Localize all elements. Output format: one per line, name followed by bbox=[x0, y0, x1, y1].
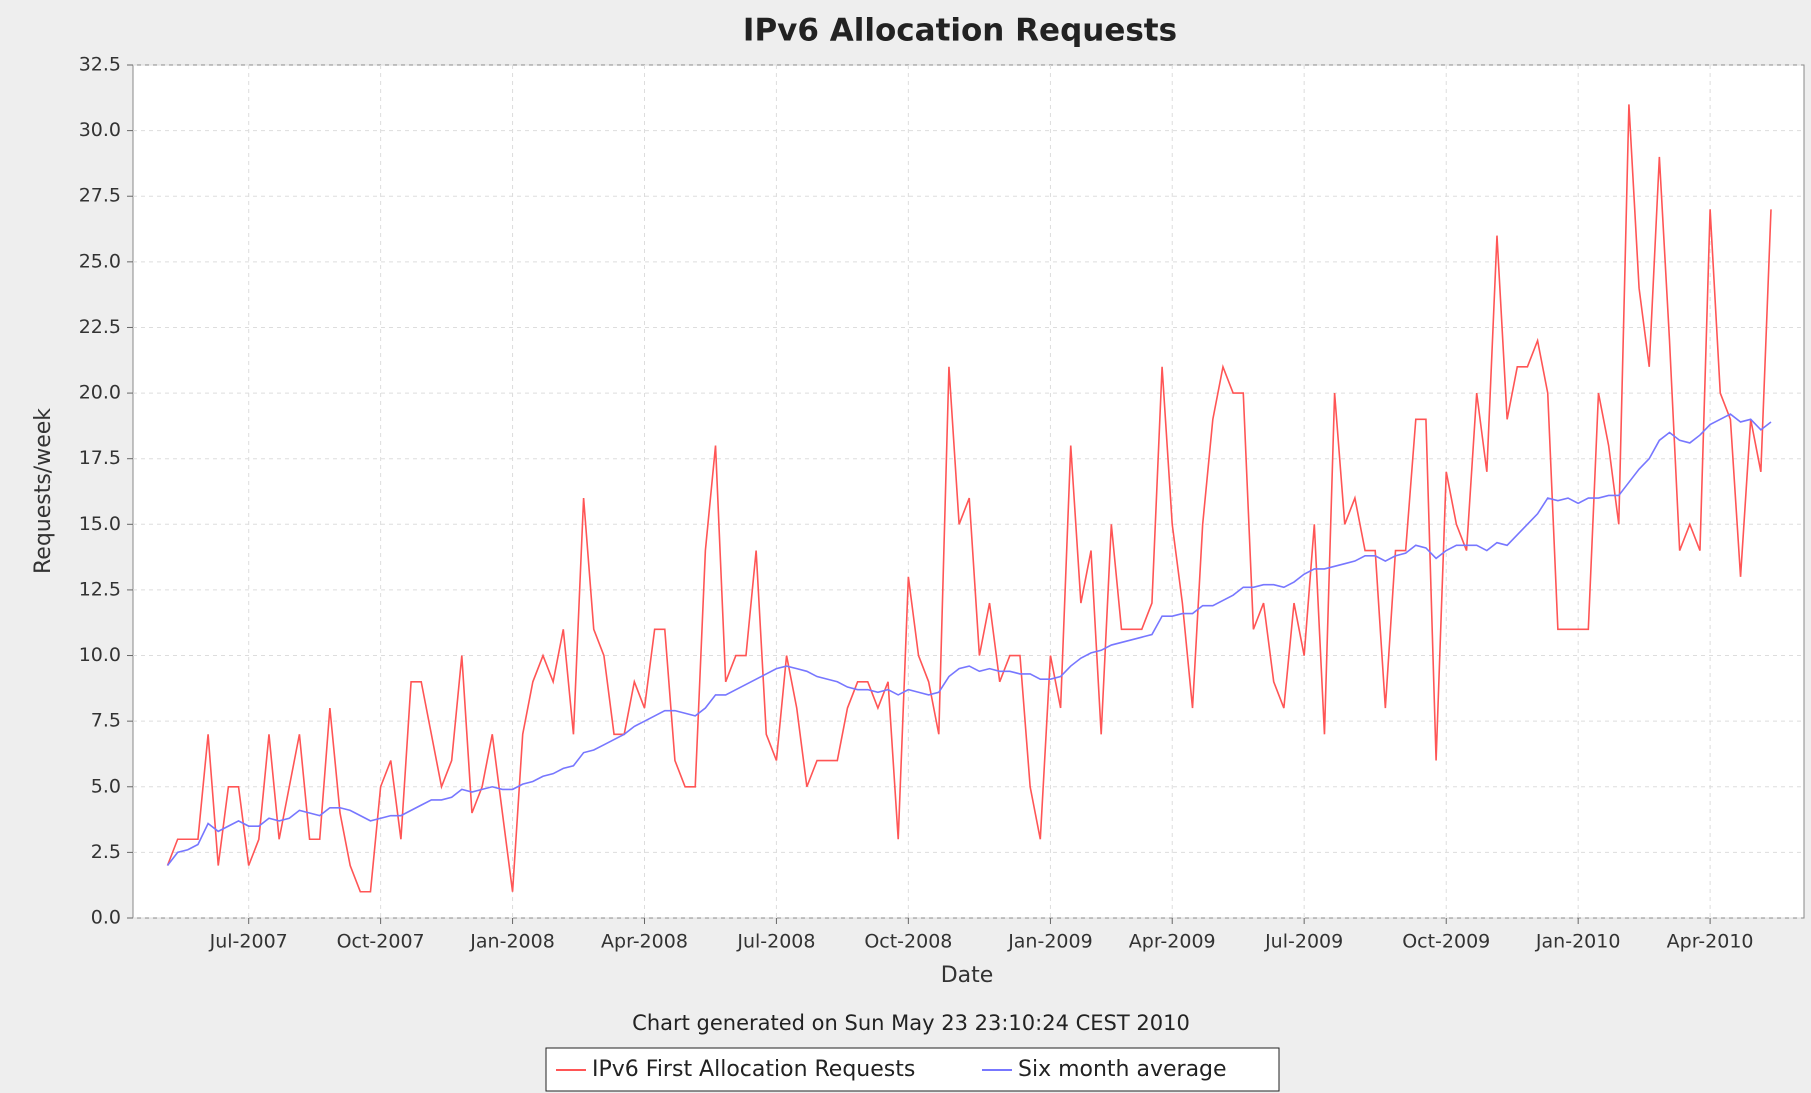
x-tick-label: Oct-2007 bbox=[337, 931, 425, 953]
y-tick-label: 17.5 bbox=[79, 447, 121, 469]
y-tick-label: 30.0 bbox=[79, 119, 121, 141]
x-tick-label: Apr-2009 bbox=[1129, 931, 1216, 953]
chart-title: IPv6 Allocation Requests bbox=[743, 13, 1177, 49]
y-tick-label: 27.5 bbox=[79, 185, 121, 207]
y-tick-label: 10.0 bbox=[79, 644, 121, 666]
data-line bbox=[166, 413, 1772, 866]
x-tick-label: Apr-2008 bbox=[601, 931, 688, 953]
y-tick-label: 25.0 bbox=[79, 250, 121, 272]
x-tick-label: Jul-2007 bbox=[209, 931, 288, 953]
y-tick-label: 0.0 bbox=[91, 907, 121, 929]
y-tick-label: 7.5 bbox=[91, 710, 121, 732]
x-tick-label: Apr-2010 bbox=[1667, 931, 1754, 953]
legend-label: Six month average bbox=[1018, 1057, 1227, 1082]
x-tick-label: Jul-2009 bbox=[1264, 931, 1343, 953]
y-axis-label: Requests/week bbox=[31, 408, 56, 574]
legend-label: IPv6 First Allocation Requests bbox=[592, 1057, 915, 1082]
x-tick-label: Jul-2008 bbox=[736, 931, 815, 953]
y-tick-label: 5.0 bbox=[91, 775, 121, 797]
plot-area bbox=[132, 64, 1805, 919]
x-tick-label: Jan-2008 bbox=[469, 931, 555, 953]
x-tick-label: Oct-2008 bbox=[864, 931, 952, 953]
subtitle: Chart generated on Sun May 23 23:10:24 C… bbox=[632, 1011, 1190, 1035]
y-tick-label: 12.5 bbox=[79, 578, 121, 600]
x-tick-label: Jan-2010 bbox=[1535, 931, 1621, 953]
y-tick-label: 20.0 bbox=[79, 382, 121, 404]
y-tick-label: 22.5 bbox=[79, 316, 121, 338]
x-axis-label: Date bbox=[941, 963, 994, 988]
y-tick-label: 15.0 bbox=[79, 513, 121, 535]
y-tick-label: 2.5 bbox=[91, 841, 121, 863]
x-tick-label: Jan-2009 bbox=[1007, 931, 1093, 953]
legend-box bbox=[545, 1047, 1280, 1092]
x-tick-label: Oct-2009 bbox=[1402, 931, 1490, 953]
data-line bbox=[166, 104, 1772, 893]
y-tick-label: 32.5 bbox=[79, 54, 121, 76]
